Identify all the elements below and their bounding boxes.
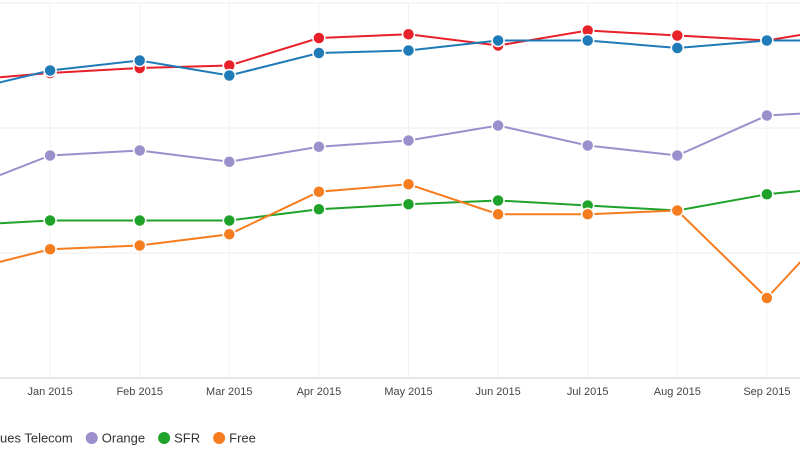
legend-label: Free [229,430,256,445]
x-tick-label: Mar 2015 [206,386,252,398]
point [760,291,774,305]
point [222,213,237,228]
legend-marker [158,432,171,444]
grid [0,2,800,379]
x-tick-label: Feb 2015 [116,386,162,398]
point [43,213,57,228]
legend-marker [85,432,98,444]
plot-area [0,23,800,305]
x-tick-label: Jun 2015 [475,386,520,398]
point [43,242,57,256]
point [580,138,595,153]
point [312,140,326,154]
legend-label: SFR [174,430,200,445]
point [401,177,416,191]
point [312,31,326,45]
legend-label: ues Telecom [0,430,73,445]
point [312,202,326,216]
x-tick-label: Aug 2015 [654,386,701,398]
point [580,207,595,221]
series-line [0,183,800,300]
point [491,193,505,208]
point [132,53,147,68]
legend-marker [213,432,226,444]
legend: ues Telecom Orange SFR Free [0,430,256,445]
point [760,108,774,123]
point [222,155,237,169]
point [401,197,416,211]
legend-label: Orange [102,430,145,445]
point [43,148,57,163]
point [312,46,326,60]
point [491,33,505,48]
x-tick-label: Jan 2015 [27,386,72,398]
point [222,68,237,83]
point [132,143,147,158]
point [132,238,147,253]
point [670,203,685,218]
x-tick-label: Sep 2015 [743,386,790,398]
point [222,227,237,241]
point [670,41,685,55]
point [401,133,416,148]
point [760,187,774,201]
x-tick-label: May 2015 [384,386,432,398]
point [670,148,685,163]
point [401,27,416,41]
point [401,43,416,58]
point [43,63,57,78]
point [132,213,147,228]
point [580,33,595,48]
point [670,28,685,43]
x-tick-label: Apr 2015 [297,386,342,398]
x-axis: Jan 2015 Feb 2015 Mar 2015 Apr 2015 May 2015… [27,386,790,398]
point [312,185,326,199]
point [491,207,505,221]
point [491,118,505,133]
point [760,33,774,48]
x-tick-label: Jul 2015 [567,386,609,398]
